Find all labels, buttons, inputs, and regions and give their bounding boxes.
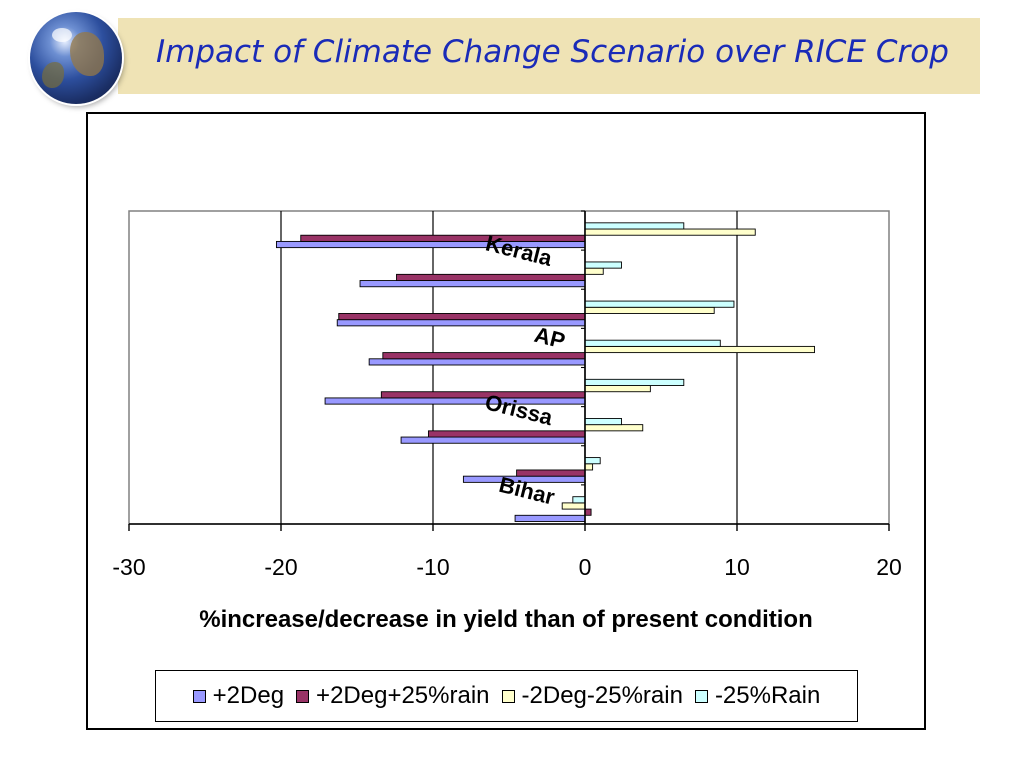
bar--25-rain-1	[584, 457, 601, 465]
legend-item: -2Deg-25%rain	[501, 682, 683, 710]
bar--2deg-25-rain-2	[584, 424, 644, 432]
bar--2deg-25-rain-7	[300, 234, 586, 242]
x-tick-label: 10	[724, 554, 750, 580]
page-title: Impact of Climate Change Scenario over R…	[156, 34, 949, 70]
legend-item: +2Deg+25%rain	[296, 682, 490, 710]
bar--2deg-25-rain-4	[584, 345, 815, 354]
legend-label: -2Deg-25%rain	[521, 682, 683, 709]
bar--25-rain-4	[584, 339, 721, 347]
x-tick-label: -10	[416, 554, 449, 580]
x-tick-label: -20	[264, 554, 297, 580]
legend-item: -25%Rain	[694, 682, 821, 710]
bar--25-rain-3	[584, 378, 685, 386]
bar--2deg-25-rain-0	[584, 508, 592, 516]
bar--25-rain-2	[584, 418, 622, 426]
x-tick-label: -30	[112, 554, 145, 580]
legend-swatch	[694, 689, 708, 703]
plot-area	[128, 210, 890, 525]
bar--2deg-25-rain-1	[584, 463, 594, 471]
bar--2deg-25-rain-7	[584, 228, 756, 236]
legend-swatch	[501, 689, 515, 703]
bar--25-rain-6	[584, 261, 622, 269]
bar--2deg-0	[514, 514, 586, 522]
bar--25-rain-0	[572, 496, 586, 504]
legend-label: +2Deg+25%rain	[316, 682, 490, 709]
bar--2deg-25-rain-3	[584, 385, 651, 393]
bar--2deg-25-rain-5	[584, 306, 715, 314]
bar--2deg-25-rain-3	[380, 391, 586, 399]
legend-label: +2Deg	[212, 682, 285, 709]
x-tick-label: 20	[876, 554, 902, 580]
legend-swatch	[192, 689, 206, 703]
bar--2deg-25-rain-6	[584, 267, 604, 275]
legend-item: +2Deg	[192, 682, 285, 710]
x-axis-label: %increase/decrease in yield than of pres…	[199, 606, 813, 633]
x-tick-label: 0	[579, 554, 592, 580]
chart-legend: +2Deg +2Deg+25%rain -2Deg-25%rain -25%Rain	[155, 670, 858, 722]
bar--2deg-25-rain-6	[396, 273, 586, 282]
bar--2deg-2	[400, 436, 586, 444]
bar--2deg-4	[368, 358, 586, 366]
bar--2deg-6	[359, 280, 586, 288]
bar--25-rain-5	[584, 300, 735, 308]
bar--2deg-25-rain-2	[427, 430, 586, 438]
title-band	[118, 18, 980, 94]
bar--2deg-25-rain-5	[338, 313, 586, 321]
bar--25-rain-7	[584, 222, 685, 230]
legend-label: -25%Rain	[714, 682, 821, 709]
globe-logo	[30, 12, 122, 104]
bar--2deg-25-rain-0	[561, 502, 586, 510]
bar--2deg-25-rain-4	[382, 352, 586, 360]
legend-swatch	[296, 689, 310, 703]
bar--2deg-25-rain-1	[516, 469, 586, 477]
